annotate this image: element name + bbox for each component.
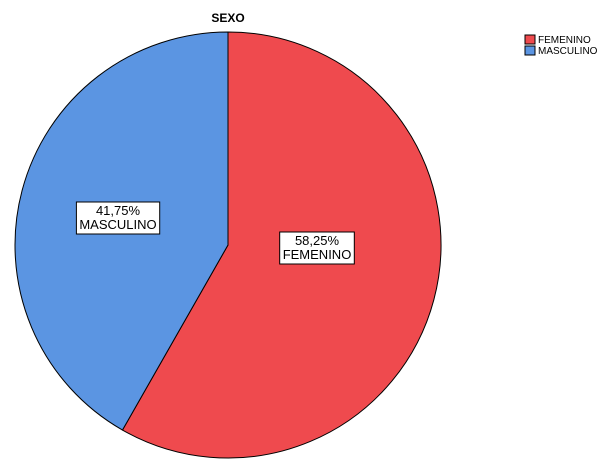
slice-label-femenino: 58,25%FEMENINO: [279, 231, 355, 265]
slice-label-value: 41,75%: [96, 203, 141, 218]
legend-label: FEMENINO: [538, 35, 591, 46]
legend-label: MASCULINO: [538, 46, 598, 57]
labels-layer: 58,25%FEMENINO 41,75%MASCULINO: [75, 201, 355, 265]
slice-label-category: FEMENINO: [283, 247, 352, 262]
legend-item-femenino: FEMENINO: [524, 34, 591, 46]
chart-title: SEXO: [211, 11, 244, 25]
legend-swatch: [524, 34, 536, 45]
slice-label-value: 58,25%: [295, 233, 340, 248]
slices-layer: [14, 31, 442, 459]
slice-label-masculino: 41,75%MASCULINO: [75, 201, 161, 235]
legend-item-masculino: MASCULINO: [524, 45, 598, 57]
slice-label-category: MASCULINO: [79, 217, 156, 232]
slice-label-box: [75, 201, 161, 235]
legend-swatch: [524, 45, 536, 56]
slice-label-box: [279, 231, 355, 265]
